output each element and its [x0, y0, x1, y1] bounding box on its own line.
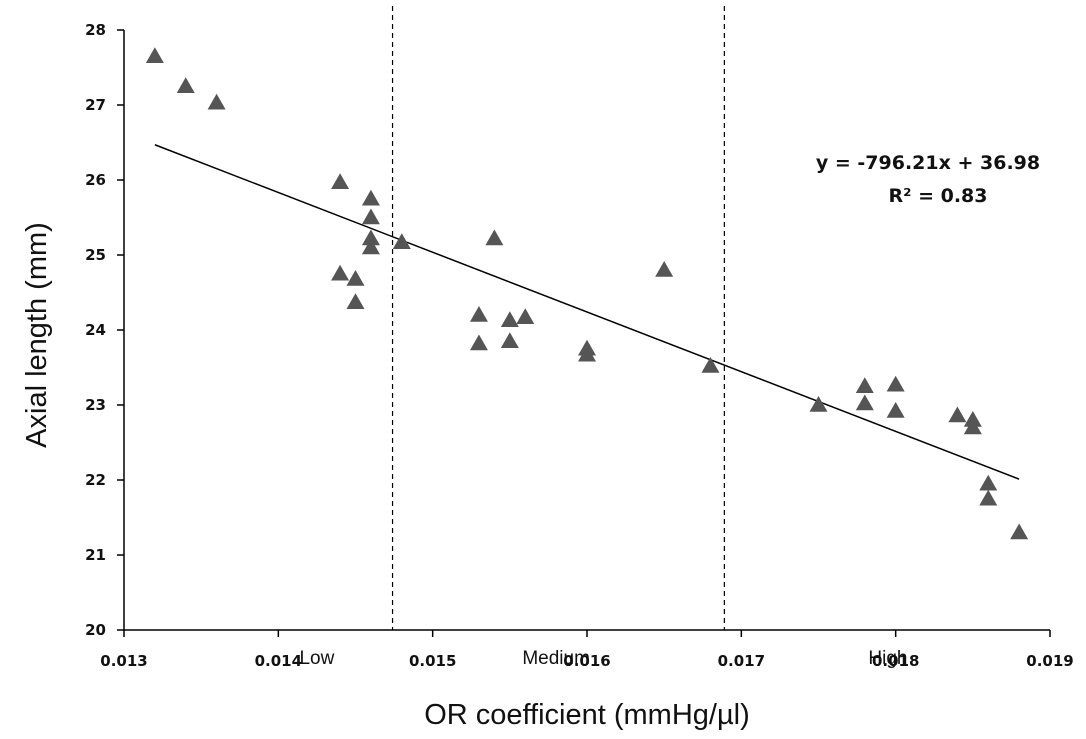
data-point [361, 229, 380, 246]
data-point [963, 418, 982, 435]
data-point [809, 396, 828, 412]
data-point [886, 402, 905, 418]
data-point [516, 308, 535, 324]
trendline-equation: y = -796.21x + 36.98 [816, 152, 1040, 174]
data-point [145, 47, 164, 63]
x-tick-label: 0.014 [255, 652, 302, 670]
data-point [500, 332, 519, 348]
x-tick-label: 0.018 [872, 652, 919, 670]
data-point [469, 334, 488, 351]
data-points [145, 47, 1029, 540]
y-tick-label: 23 [85, 396, 106, 414]
data-point [948, 406, 967, 423]
data-point [331, 173, 350, 189]
data-point [176, 77, 195, 93]
category-label: Low [299, 648, 334, 669]
y-tick-label: 28 [85, 21, 106, 39]
x-tick-label: 0.019 [1026, 652, 1073, 670]
trendline [154, 144, 1020, 480]
x-tick-label: 0.017 [718, 652, 765, 670]
data-point [346, 293, 365, 309]
y-tick-label: 25 [85, 246, 106, 264]
data-point [331, 264, 350, 281]
data-point [1010, 523, 1029, 540]
data-point [500, 311, 519, 327]
data-point [361, 189, 380, 206]
data-point [578, 345, 596, 362]
category-label: Medium [522, 648, 590, 669]
x-tick-label: 0.013 [100, 652, 147, 670]
y-tick-label: 27 [85, 96, 106, 114]
data-point [855, 377, 874, 393]
category-label: High [868, 648, 907, 669]
data-point [701, 357, 720, 373]
data-point [361, 238, 380, 255]
data-point [207, 93, 226, 110]
x-tick-label: 0.016 [563, 652, 610, 670]
y-axis-title: Axial length (mm) [21, 222, 53, 448]
y-tick-label: 24 [85, 321, 106, 339]
x-tick-label: 0.015 [409, 652, 456, 670]
chart-axes: 20 21 22 23 24 25 26 27 28 0.013 0.014 0.015 0.016 0.… [85, 21, 1074, 670]
y-tick-label: 26 [85, 171, 106, 189]
data-point [655, 261, 674, 277]
data-point [485, 229, 504, 246]
data-point [979, 489, 998, 506]
y-tick-label: 22 [85, 471, 106, 489]
data-point [855, 394, 874, 411]
data-point [346, 270, 365, 286]
data-point [361, 208, 380, 225]
trendline-group [154, 144, 1020, 480]
y-tick-label: 21 [85, 546, 106, 564]
x-axis-title: OR coefficient (mmHg/µl) [424, 699, 750, 731]
category-dividers [391, 6, 725, 630]
r-squared-label: R² = 0.83 [889, 185, 988, 207]
data-point [392, 233, 411, 249]
data-point [979, 474, 998, 491]
y-tick-label: 20 [85, 621, 106, 639]
chart-labels: Low Medium High OR coefficient (mmHg/µl) Axi… [21, 152, 1040, 731]
data-point [886, 375, 905, 392]
data-point [469, 306, 488, 322]
